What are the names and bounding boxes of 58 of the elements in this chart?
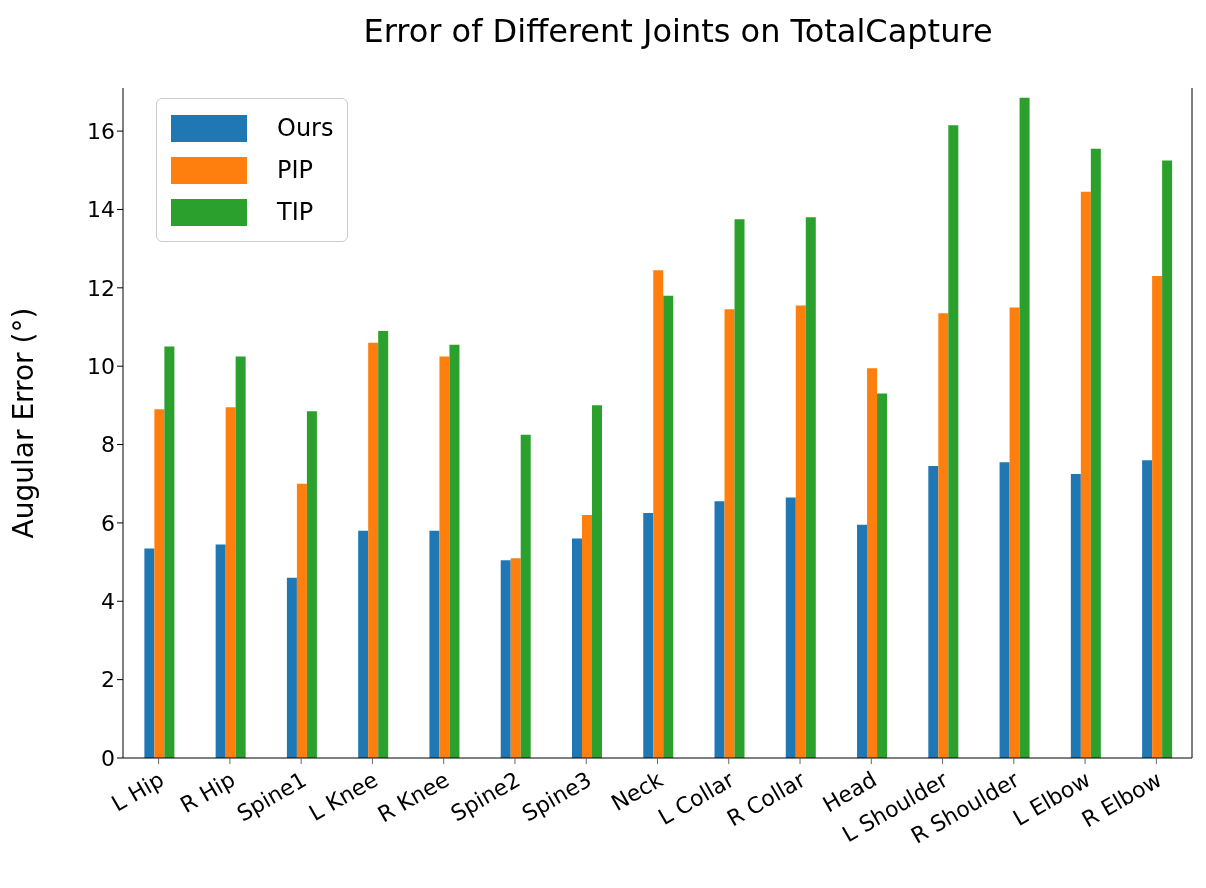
bar [225,407,236,758]
y-tick-label: 16 [87,118,115,144]
y-tick-label: 4 [101,589,115,615]
bar [1019,97,1030,758]
bar [1162,160,1173,758]
bar [591,405,602,758]
bar [948,125,959,758]
bar [429,530,440,758]
y-tick-label: 8 [101,432,115,458]
bar [449,344,460,758]
bar [368,342,379,758]
bar [1152,276,1163,758]
bar [999,462,1010,758]
bar [581,515,592,758]
bar [928,466,939,758]
bar [795,305,806,758]
y-tick-label: 6 [101,510,115,536]
bar [653,270,664,758]
bar [1090,148,1101,758]
bar [286,577,297,758]
y-tick-label: 12 [87,275,115,301]
bar [1080,191,1091,758]
bar [215,544,226,758]
bar [1009,307,1020,758]
bar [714,501,725,758]
bar [867,368,878,758]
chart-title: Error of Different Joints on TotalCapture [362,12,994,50]
bar [164,346,175,758]
bar [938,313,949,758]
bar [571,538,582,758]
legend-label: TIP [277,198,314,226]
bar [358,530,369,758]
bar [857,524,868,758]
bar [144,548,155,758]
bar [296,483,307,758]
y-tick-label: 2 [101,667,115,693]
legend-label: PIP [277,156,314,184]
y-tick-label: 14 [87,197,115,223]
bar [378,330,389,758]
y-axis-title: Augular Error (°) [6,307,40,539]
bar [643,513,654,758]
bar [1070,473,1081,758]
bar [235,356,246,758]
bar [510,558,521,758]
bar [785,497,796,758]
bar [520,434,531,758]
bar [154,409,165,758]
bar [439,356,450,758]
legend-label: Ours [277,114,334,142]
bar [805,217,816,758]
bar [877,393,888,758]
bar [500,560,511,758]
bar [306,411,317,758]
bar [724,309,735,758]
bar [1142,460,1153,758]
bar [734,219,745,758]
y-tick-label: 10 [87,354,115,379]
bar [663,295,674,758]
